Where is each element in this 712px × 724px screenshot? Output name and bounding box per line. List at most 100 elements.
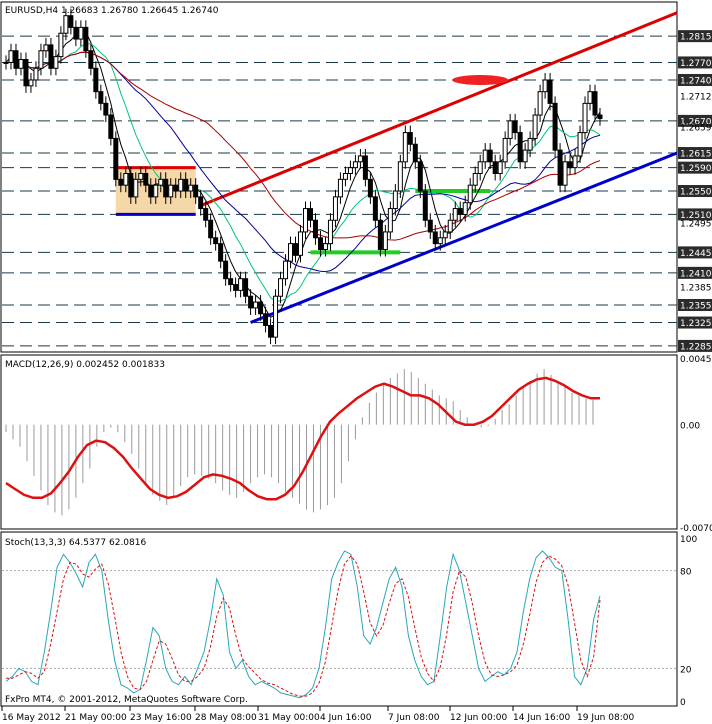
price-axis-tick-2: 1.24950 xyxy=(680,220,712,230)
macd-tick-2: -0.00700 xyxy=(680,524,712,534)
candle-body-4 xyxy=(23,59,29,87)
candle-body-19 xyxy=(98,91,104,104)
candle-body-7 xyxy=(38,50,44,69)
candle-body-26 xyxy=(133,178,139,198)
macd-axis: 0.00456 0.00 -0.00700 xyxy=(680,355,712,534)
candle-body-30 xyxy=(153,184,159,198)
price-tag-12: 1.22850 xyxy=(680,342,712,352)
candle-body-61 xyxy=(307,208,313,221)
price-tags: 1.28150 1.27700 1.27400 1.26700 1.26150 1.259… xyxy=(678,30,712,352)
stochastic-axis: 100 80 20 0 xyxy=(680,535,697,708)
candle-body-33 xyxy=(168,184,174,198)
candle-body-37 xyxy=(188,184,194,192)
candle-body-73 xyxy=(367,178,373,198)
candle-body-23 xyxy=(118,178,124,186)
candle-body-113 xyxy=(567,161,573,169)
candle-body-103 xyxy=(517,132,523,163)
candle-body-90 xyxy=(452,208,458,221)
candle-body-53 xyxy=(268,324,274,338)
candle-body-77 xyxy=(387,208,393,233)
time-tick-1: 21 May 00:00 xyxy=(65,713,127,723)
stoch-tick-3: 0 xyxy=(680,698,686,708)
time-tick-8: 14 Jun 16:00 xyxy=(513,713,570,723)
candle-body-100 xyxy=(502,137,508,163)
candle-body-99 xyxy=(497,161,503,174)
candle-body-101 xyxy=(507,120,513,139)
stoch-tick-2: 20 xyxy=(680,665,692,675)
candle-body-93 xyxy=(467,184,473,204)
candle-body-68 xyxy=(342,172,348,180)
candle-body-50 xyxy=(253,301,259,309)
time-tick-4: 31 May 00:00 xyxy=(258,713,320,723)
candle-body-9 xyxy=(48,44,54,69)
price-tag-0: 1.28150 xyxy=(680,33,712,43)
candle-body-80 xyxy=(402,132,408,163)
price-tag-bg-11 xyxy=(678,316,712,329)
candle-body-116 xyxy=(582,102,588,134)
candle-body-64 xyxy=(322,243,328,250)
price-tag-10: 1.23550 xyxy=(680,301,712,311)
stoch-tick-1: 80 xyxy=(680,568,692,578)
candle-body-45 xyxy=(228,278,234,286)
price-tag-bg-9 xyxy=(678,266,712,279)
candle-body-20 xyxy=(103,102,109,116)
candle-body-119 xyxy=(597,114,603,120)
candle-body-117 xyxy=(587,91,593,104)
candle-body-72 xyxy=(362,155,368,180)
candle-body-51 xyxy=(258,301,264,315)
price-panel-title: EURUSD,H4 1.26683 1.26780 1.26645 1.2674… xyxy=(5,6,219,16)
stoch-main-line xyxy=(5,550,601,699)
candle-body-34 xyxy=(173,184,179,192)
candle-body-56 xyxy=(283,260,289,280)
candle-body-112 xyxy=(562,161,568,186)
candle-body-22 xyxy=(113,137,119,180)
price-tag-bg-3 xyxy=(678,114,712,127)
stochastic-lines xyxy=(2,550,677,699)
candle-body-11 xyxy=(58,32,64,58)
candle-body-110 xyxy=(552,102,558,151)
candle-body-46 xyxy=(233,284,239,291)
candle-body-83 xyxy=(417,161,423,192)
candle-body-38 xyxy=(193,184,199,198)
candle-body-24 xyxy=(123,172,129,186)
candle-body-15 xyxy=(78,26,84,40)
macd-panel-title: MACD(12,26,9) 0.002452 0.001833 xyxy=(5,360,165,370)
candle-body-39 xyxy=(198,196,204,210)
macd-signal-path xyxy=(5,376,600,501)
candle-body-109 xyxy=(547,79,553,104)
candle-body-29 xyxy=(148,184,154,198)
macd-histogram xyxy=(5,369,594,516)
candle-body-97 xyxy=(487,149,493,163)
candle-body-65 xyxy=(327,219,333,245)
candle-body-60 xyxy=(302,208,308,233)
candle-body-40 xyxy=(203,208,209,221)
candle-body-95 xyxy=(477,161,483,174)
candle-body-2 xyxy=(13,50,19,69)
candle-body-75 xyxy=(377,219,383,250)
candle-body-115 xyxy=(577,132,583,157)
stochastic-panel-title: Stoch(13,3,3) 64.5377 62.0816 xyxy=(5,538,146,548)
time-tick-6: 7 Jun 08:00 xyxy=(388,713,440,723)
candle-body-28 xyxy=(143,172,149,186)
candle-body-76 xyxy=(382,231,388,250)
candle-body-118 xyxy=(592,91,598,116)
candle-body-84 xyxy=(422,190,428,221)
candlestick-series xyxy=(3,8,603,345)
price-tag-bg-1 xyxy=(678,56,712,69)
macd-signal-line xyxy=(5,376,600,501)
candle-body-52 xyxy=(263,313,269,326)
time-tick-2: 23 May 16:00 xyxy=(130,713,192,723)
candle-body-71 xyxy=(357,155,363,163)
price-panel-frame xyxy=(0,1,678,353)
price-tag-bg-6 xyxy=(678,185,712,198)
candle-body-25 xyxy=(128,172,134,198)
candle-body-12 xyxy=(63,15,69,34)
candle-body-8 xyxy=(43,44,49,52)
candle-body-6 xyxy=(33,67,39,81)
candle-body-14 xyxy=(73,26,79,40)
price-tag-2: 1.27400 xyxy=(680,76,712,86)
candle-body-85 xyxy=(427,219,433,233)
candle-body-69 xyxy=(347,167,353,174)
channel-lower-line xyxy=(250,151,678,324)
